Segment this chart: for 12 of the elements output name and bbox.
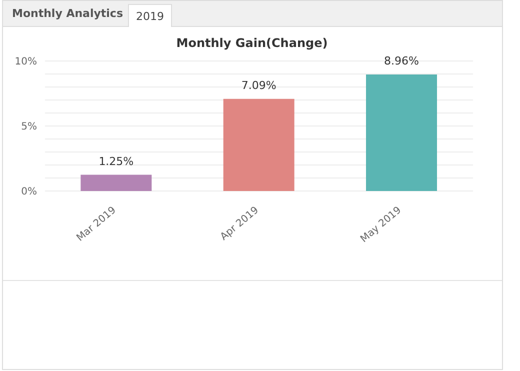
bar xyxy=(80,174,152,191)
y-tick-label: 10% xyxy=(14,56,37,68)
bar xyxy=(366,74,437,191)
y-tick-label: 5% xyxy=(21,122,37,133)
text: 2019 xyxy=(128,4,172,27)
text: Monthly Analytics xyxy=(12,7,123,20)
y-tick-label: 0% xyxy=(21,186,37,198)
data-label: 8.96% xyxy=(384,54,419,68)
data-label: 7.09% xyxy=(241,78,276,92)
data-label: 1.25% xyxy=(98,154,134,168)
bar xyxy=(223,98,294,191)
chart-title: Monthly Gain(Change) xyxy=(176,36,328,50)
